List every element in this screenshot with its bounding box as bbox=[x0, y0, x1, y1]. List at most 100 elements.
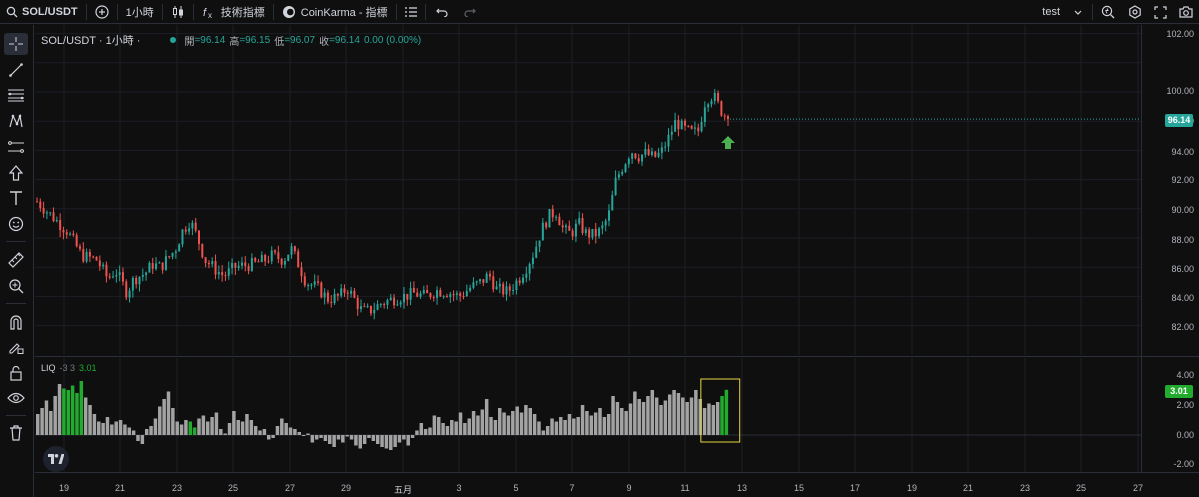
liq-bar bbox=[545, 426, 550, 435]
price-chart-pane[interactable] bbox=[35, 25, 1141, 355]
liq-bar bbox=[70, 385, 75, 435]
liq-bar bbox=[681, 397, 685, 435]
liq-bar bbox=[136, 435, 140, 441]
candle-body bbox=[277, 252, 280, 259]
candle-body bbox=[333, 293, 336, 304]
candle-body bbox=[52, 212, 55, 222]
candle-body bbox=[36, 201, 38, 203]
candle-body bbox=[535, 246, 538, 258]
toolbar-divider bbox=[192, 3, 194, 20]
keep-drawing-tool[interactable] bbox=[4, 336, 28, 358]
zoom-tool[interactable] bbox=[4, 275, 28, 297]
liq-bar bbox=[158, 406, 162, 435]
lock-drawings-tool[interactable] bbox=[4, 362, 28, 384]
layout-menu-button[interactable]: test bbox=[1036, 0, 1090, 24]
liq-bar bbox=[44, 400, 49, 435]
emoji-tool[interactable] bbox=[4, 213, 28, 235]
liq-bar bbox=[698, 399, 702, 435]
candle-body bbox=[323, 292, 326, 298]
liq-bar bbox=[236, 420, 240, 435]
time-axis-label: 29 bbox=[340, 483, 352, 493]
crosshair-tool[interactable] bbox=[4, 33, 28, 55]
liq-indicator-pane[interactable] bbox=[35, 358, 1141, 472]
snapshot-button[interactable] bbox=[1173, 0, 1199, 24]
redo-button[interactable] bbox=[456, 0, 484, 24]
candle-body bbox=[522, 277, 525, 283]
symbol-search-button[interactable]: SOL/USDT bbox=[0, 0, 84, 24]
candle-body bbox=[631, 153, 634, 159]
camera-icon bbox=[1179, 6, 1193, 18]
candle-body bbox=[723, 115, 726, 117]
market-status-dot bbox=[170, 37, 177, 43]
fullscreen-button[interactable] bbox=[1148, 0, 1173, 24]
candle-body bbox=[578, 218, 581, 224]
interval-button[interactable]: 1小時 bbox=[125, 6, 154, 19]
liq-bar bbox=[415, 430, 419, 435]
liq-bar bbox=[606, 414, 611, 435]
candle-body bbox=[254, 258, 257, 262]
price-axis-label: 102.00 bbox=[1166, 29, 1194, 39]
candle-body bbox=[201, 243, 204, 258]
candle-body bbox=[290, 246, 293, 255]
legend-change: 0.00 (0.00%) bbox=[363, 34, 422, 46]
pattern-tool[interactable] bbox=[4, 110, 28, 132]
pattern-icon bbox=[9, 113, 23, 128]
liq-bar bbox=[188, 421, 193, 435]
script-button[interactable]: CoinKarma - 指標 bbox=[276, 0, 394, 24]
candle-body bbox=[720, 101, 723, 116]
time-axis[interactable] bbox=[35, 472, 1199, 497]
buy-signal-arrow[interactable] bbox=[721, 136, 735, 149]
candle-body bbox=[115, 274, 118, 277]
chart-type-button[interactable] bbox=[165, 0, 191, 24]
candle-body bbox=[320, 282, 323, 298]
candle-body bbox=[280, 258, 283, 265]
pane-separator[interactable] bbox=[35, 356, 1199, 357]
candle-body bbox=[211, 261, 214, 265]
legend-symbol[interactable]: SOL/USDT · 1小時 · bbox=[41, 35, 141, 47]
liq-bar bbox=[519, 412, 524, 435]
arrow-marker-tool[interactable] bbox=[4, 162, 28, 184]
candle-body bbox=[495, 286, 498, 290]
candle-body bbox=[72, 233, 75, 236]
time-axis-label: 13 bbox=[736, 483, 748, 493]
quick-search-button[interactable] bbox=[1095, 0, 1122, 24]
liq-axis-label: 0.00 bbox=[1176, 430, 1194, 440]
liq-bar bbox=[214, 412, 219, 435]
time-axis-label: 25 bbox=[227, 483, 239, 493]
settings-button[interactable] bbox=[1122, 0, 1148, 24]
candle-body bbox=[45, 212, 48, 214]
plus-circle-icon bbox=[95, 4, 109, 19]
time-axis-label: 五月 bbox=[393, 485, 413, 495]
liq-bar bbox=[127, 427, 132, 435]
liq-bar bbox=[205, 421, 210, 435]
remove-drawings-tool[interactable] bbox=[4, 422, 28, 444]
candle-body bbox=[131, 277, 134, 291]
liq-bar bbox=[323, 435, 328, 441]
ruler-tool[interactable] bbox=[4, 249, 28, 271]
redo-icon bbox=[464, 8, 476, 17]
liq-bar bbox=[445, 426, 450, 435]
candle-body bbox=[260, 255, 263, 263]
candle-body bbox=[412, 287, 415, 293]
hide-drawings-tool[interactable] bbox=[4, 387, 28, 409]
time-axis-label: 21 bbox=[114, 483, 126, 493]
candle-body bbox=[452, 294, 455, 296]
candle-body bbox=[174, 251, 177, 253]
alerts-list-button[interactable] bbox=[399, 0, 423, 24]
candle-body bbox=[455, 293, 458, 295]
undo-button[interactable] bbox=[428, 0, 456, 24]
liq-legend[interactable]: LIQ -3 3 3.01 bbox=[41, 363, 97, 373]
prediction-tool[interactable] bbox=[4, 136, 28, 158]
liq-bar bbox=[384, 435, 389, 449]
tradingview-logo[interactable] bbox=[43, 446, 69, 472]
liq-bar bbox=[711, 405, 716, 435]
liq-bar bbox=[192, 427, 197, 435]
candle-body bbox=[393, 297, 396, 306]
compare-add-button[interactable] bbox=[89, 0, 115, 24]
magnet-tool[interactable] bbox=[4, 311, 28, 333]
fib-tool[interactable] bbox=[4, 84, 28, 106]
liq-bar bbox=[319, 435, 323, 438]
text-tool[interactable] bbox=[4, 187, 28, 209]
trend-line-tool[interactable] bbox=[4, 59, 28, 81]
